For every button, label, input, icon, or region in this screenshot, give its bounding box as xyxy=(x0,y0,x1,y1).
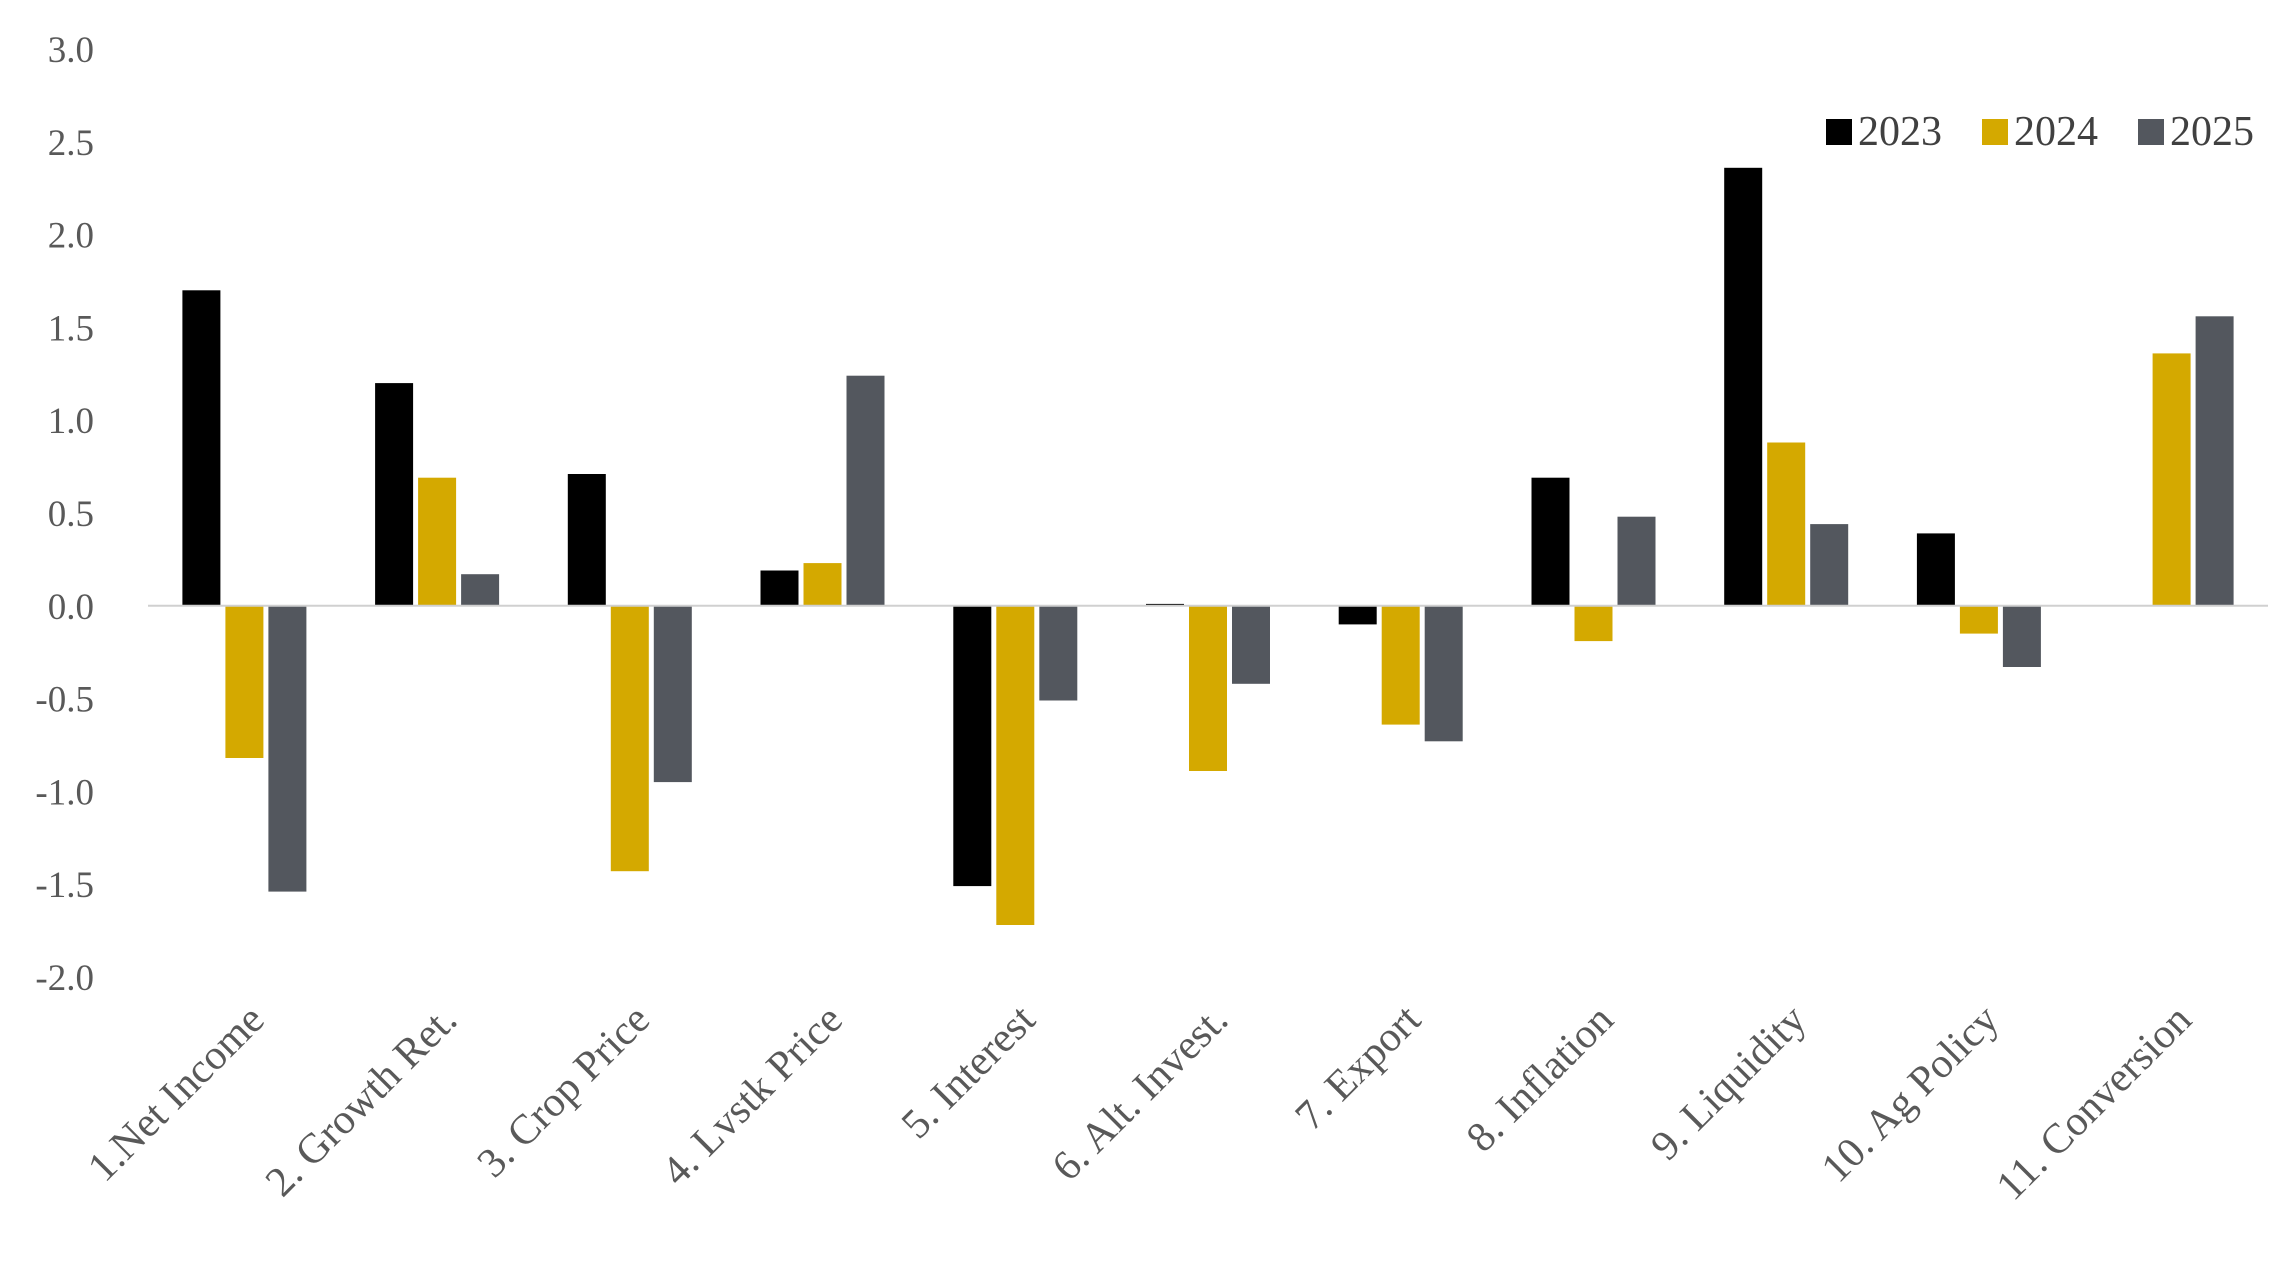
y-tick-label: 3.0 xyxy=(48,30,94,71)
bar-2024-9 xyxy=(1767,442,1806,606)
bar-2023-5 xyxy=(953,605,992,887)
y-tick-label: 1.5 xyxy=(48,308,94,349)
bar-2023-4 xyxy=(760,570,799,606)
category-label: 7. Export xyxy=(1287,996,1430,1139)
category-label: 1.Net Income xyxy=(79,997,273,1191)
bar-2023-8 xyxy=(1531,477,1570,606)
y-axis-ticks: -2.0 -1.5 -1.0 -0.5 0.0 0.5 1.0 1.5 2.0 2.5 3.0 xyxy=(35,30,94,999)
bar-2024-11 xyxy=(2152,353,2191,606)
bar-2025-1 xyxy=(268,605,307,892)
bar-2023-7 xyxy=(1338,605,1377,625)
bar-2024-4 xyxy=(803,563,842,606)
bar-2023-9 xyxy=(1724,167,1763,606)
bar-series-group xyxy=(182,167,2234,925)
bar-2024-7 xyxy=(1381,605,1420,725)
legend-swatch-2023 xyxy=(1826,119,1852,145)
bar-2023-10 xyxy=(1916,533,1955,606)
bar-2025-9 xyxy=(1810,524,1849,606)
y-tick-label: 2.5 xyxy=(48,123,94,164)
bar-2023-3 xyxy=(567,474,606,606)
legend-swatch-2024 xyxy=(1982,119,2008,145)
bar-2025-7 xyxy=(1424,605,1463,742)
y-tick-label: -2.0 xyxy=(35,958,94,999)
category-label: 10. Ag Policy xyxy=(1813,997,2008,1192)
legend-label: 2023 xyxy=(1858,109,1942,155)
bar-2023-1 xyxy=(182,290,221,606)
bar-2025-11 xyxy=(2195,316,2234,606)
bar-2023-2 xyxy=(375,383,414,606)
bar-2024-2 xyxy=(418,477,457,606)
category-label: 2. Growth Ret. xyxy=(257,997,466,1206)
legend-label: 2024 xyxy=(2014,109,2098,155)
bar-2024-10 xyxy=(1959,605,1998,634)
bar-2025-4 xyxy=(846,375,885,606)
category-label: 5. Interest xyxy=(893,996,1045,1148)
bar-2024-6 xyxy=(1189,605,1227,771)
y-tick-label: 0.5 xyxy=(48,494,94,535)
category-label: 8. Inflation xyxy=(1458,997,1622,1161)
bar-2024-8 xyxy=(1574,605,1613,642)
category-label: 4. Lvstk Price xyxy=(653,997,851,1195)
bar-2025-2 xyxy=(461,574,500,606)
bar-2024-3 xyxy=(610,605,649,872)
legend: 2023 2024 2025 xyxy=(1826,109,2254,155)
bar-2024-1 xyxy=(225,605,264,758)
bar-2024-5 xyxy=(996,605,1035,925)
bar-2025-10 xyxy=(2002,605,2041,667)
category-label: 11. Conversion xyxy=(1988,997,2201,1210)
y-tick-label: -0.5 xyxy=(35,680,94,721)
legend-label: 2025 xyxy=(2170,109,2254,155)
legend-swatch-2025 xyxy=(2138,119,2164,145)
bar-2025-5 xyxy=(1039,605,1078,701)
category-label: 3. Crop Price xyxy=(469,997,659,1187)
category-label: 9. Liquidity xyxy=(1642,997,1815,1170)
bar-2025-3 xyxy=(653,605,692,783)
y-tick-label: 1.0 xyxy=(48,401,94,442)
bar-2025-6 xyxy=(1232,605,1270,684)
y-tick-label: -1.0 xyxy=(35,772,94,813)
category-label: 6. Alt. Invest. xyxy=(1044,997,1237,1190)
y-tick-label: 0.0 xyxy=(48,587,94,628)
y-tick-label: -1.5 xyxy=(35,865,94,906)
y-tick-label: 2.0 xyxy=(48,216,94,257)
bar-2025-8 xyxy=(1617,516,1656,606)
